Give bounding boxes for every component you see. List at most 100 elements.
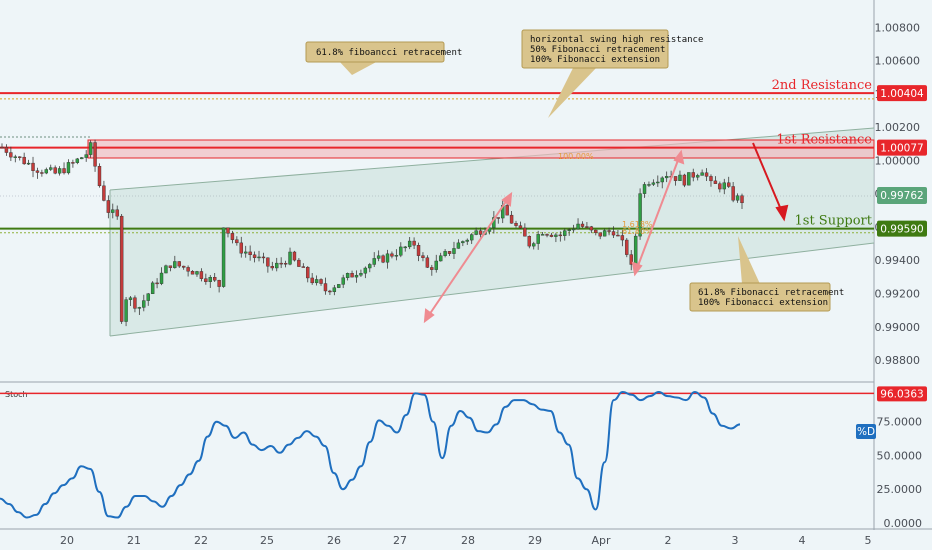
candle-body xyxy=(244,251,248,254)
price-tick-label: 1.00000 xyxy=(875,154,921,167)
candle-body xyxy=(602,230,607,237)
candle-body xyxy=(554,234,558,237)
candle-body xyxy=(633,235,638,265)
candle-body xyxy=(478,230,483,235)
candle-body xyxy=(407,240,412,248)
candle-body xyxy=(611,231,616,236)
candle-body xyxy=(208,277,212,282)
candle-body xyxy=(580,223,585,227)
candle-body xyxy=(22,156,26,165)
candle-body xyxy=(452,248,456,254)
candle-body xyxy=(226,227,230,234)
callout-swing-high: horizontal swing high resistance 50% Fib… xyxy=(521,29,703,118)
candle-body xyxy=(695,175,700,178)
fib-label-618: 61.80% xyxy=(622,227,653,236)
time-tick-label: Apr xyxy=(591,534,611,547)
fib-arrow-1 xyxy=(423,191,513,324)
price-candles xyxy=(0,139,744,327)
candle-body xyxy=(88,142,93,155)
level-label: 1st Resistance xyxy=(776,133,872,148)
candle-body xyxy=(337,284,341,288)
last-price-value: 0.99762 xyxy=(880,190,923,202)
candle-body xyxy=(359,273,363,276)
stoch-d-line xyxy=(0,391,741,519)
candle-body xyxy=(195,271,199,275)
time-axis: 20 21 22 25 26 27 28 29 Apr 2 3 4 5 xyxy=(60,534,872,547)
callout-support: 61.8% Fibonacci retracement 100% Fibonac… xyxy=(689,236,844,312)
candle-body xyxy=(682,174,687,186)
candle-body xyxy=(18,156,22,158)
candle-body xyxy=(102,185,106,201)
candle-body xyxy=(75,158,80,163)
candle-body xyxy=(13,156,17,158)
candle-body xyxy=(44,169,49,174)
last-price-tag: 0.99762 xyxy=(877,187,927,204)
callout-support-line-2: 100% Fibonacci extension xyxy=(698,298,828,308)
level-price-tag xyxy=(877,85,927,102)
candle-body xyxy=(642,184,647,194)
callout-swing-high-line-3: 100% Fibonacci extension xyxy=(530,55,660,65)
candle-body xyxy=(651,182,656,185)
candle-body xyxy=(589,226,594,231)
candle-body xyxy=(509,214,514,224)
candle-body xyxy=(239,242,243,254)
callout-fib-618: 61.8% fiboancci retracement xyxy=(305,41,462,75)
candle-body xyxy=(71,162,75,164)
candle-body xyxy=(221,227,226,287)
time-tick-label: 21 xyxy=(127,534,141,547)
candle-body xyxy=(270,266,274,269)
candle-body xyxy=(563,230,567,236)
candle-body xyxy=(332,287,337,293)
candle-body xyxy=(438,255,443,262)
candle-body xyxy=(616,234,620,237)
candle-body xyxy=(137,307,142,309)
candle-body xyxy=(159,272,164,284)
candle-body xyxy=(84,154,88,158)
candle-body xyxy=(727,182,731,187)
candle-body xyxy=(230,233,235,240)
candle-body xyxy=(62,168,66,174)
candle-body xyxy=(594,229,598,233)
candle-body xyxy=(425,257,430,268)
candle-body xyxy=(585,226,589,228)
candle-body xyxy=(434,260,438,270)
candle-body xyxy=(687,172,691,186)
candle-body xyxy=(310,277,314,284)
candle-body xyxy=(421,255,425,258)
candle-body xyxy=(376,255,381,259)
candle-body xyxy=(461,241,465,244)
candle-body xyxy=(549,234,554,237)
candle-body xyxy=(735,195,740,201)
time-tick-label: 29 xyxy=(528,534,542,547)
candle-body xyxy=(700,172,704,176)
candle-body xyxy=(292,251,297,261)
candle-body xyxy=(235,239,239,244)
time-tick-label: 26 xyxy=(327,534,341,547)
candle-body xyxy=(53,167,57,174)
candle-body xyxy=(514,223,518,226)
stoch-axis: 75.0000 50.0000 25.0000 0.0000 xyxy=(877,416,923,530)
candle-body xyxy=(607,230,611,232)
candle-body xyxy=(323,283,328,292)
candle-body xyxy=(576,223,580,230)
level-price-value: 1.00077 xyxy=(880,143,923,155)
candle-body xyxy=(412,240,416,246)
candle-body xyxy=(93,142,97,167)
candle-body xyxy=(173,261,177,268)
stoch-tick-label: 50.0000 xyxy=(877,449,923,462)
candle-body xyxy=(266,257,270,267)
candle-body xyxy=(394,255,399,257)
stoch-tick-label: 75.0000 xyxy=(877,416,923,429)
candle-body xyxy=(279,262,283,265)
candle-body xyxy=(350,273,354,278)
candle-body xyxy=(496,217,500,219)
candle-body xyxy=(124,299,128,322)
candle-body xyxy=(257,256,261,259)
candle-body xyxy=(638,193,642,237)
candle-body xyxy=(430,267,434,270)
candle-body xyxy=(470,234,474,241)
time-tick-label: 2 xyxy=(665,534,672,547)
candle-body xyxy=(66,162,71,174)
stoch-tick-label: 25.0000 xyxy=(877,483,923,496)
candle-body xyxy=(474,230,478,235)
